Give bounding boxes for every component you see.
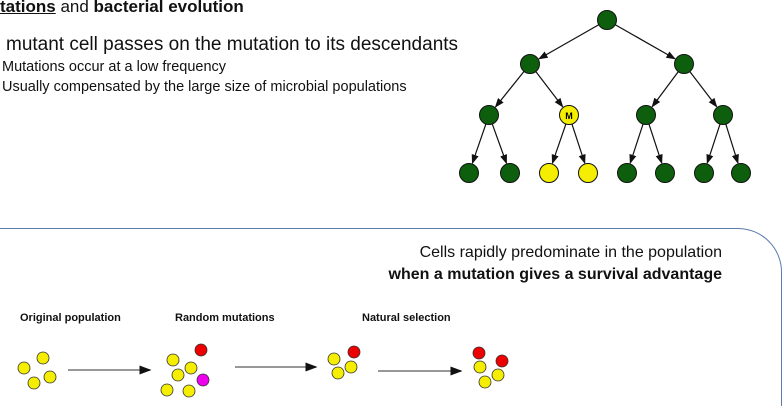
cell [344, 360, 358, 374]
selection-diagram [17, 343, 509, 398]
callout-box [0, 228, 782, 406]
mutant-cell [347, 345, 361, 359]
mutant-cell [559, 105, 579, 125]
lineage-arrow [614, 24, 676, 60]
lineage-arrow [491, 123, 507, 165]
mutant-label: M [565, 111, 573, 121]
cell [36, 351, 50, 365]
mutant-cell [194, 343, 208, 357]
main-point: mutant cell passes on the mutation to it… [6, 34, 459, 55]
mutant-cell [578, 163, 598, 183]
lineage-arrow [648, 123, 663, 165]
cell [327, 352, 341, 366]
mutant-cell [539, 163, 559, 183]
mutant-cell [495, 354, 509, 368]
callout-line-1: Cells rapidly predominate in the populat… [419, 244, 722, 261]
label-natural-selection: Natural selection [362, 312, 451, 324]
lineage-arrow [629, 123, 644, 165]
cell [160, 383, 174, 397]
mutant-cell [472, 346, 486, 360]
cell [331, 366, 345, 380]
lineage-arrow [725, 123, 739, 165]
lineage-arrow [538, 24, 600, 60]
cell [459, 163, 479, 183]
title-and: and [55, 0, 94, 16]
cell [500, 163, 520, 183]
bullet-item: Usually compensated by the large size of… [2, 79, 407, 95]
lineage-arrow [535, 71, 564, 108]
lineage-arrow [706, 123, 721, 165]
lineage-arrow [494, 71, 525, 108]
lineage-arrow [651, 71, 679, 108]
cell [674, 54, 694, 74]
label-random-mutations: Random mutations [175, 312, 275, 324]
lineage-arrow [571, 123, 586, 165]
cell [182, 384, 196, 398]
cell [17, 361, 31, 375]
cell [166, 353, 180, 367]
cell [184, 361, 198, 375]
cell [597, 10, 617, 30]
bullet-item: Mutations occur at a low frequency [2, 59, 227, 75]
lineage-arrow [689, 71, 718, 108]
cell [171, 368, 185, 382]
cell [473, 360, 487, 374]
cell [478, 375, 492, 389]
title-bold: bacterial evolution [93, 0, 244, 16]
label-original-population: Original population [20, 312, 121, 324]
cell [636, 105, 656, 125]
slide-title: tations and bacterial evolution [0, 0, 244, 17]
cell [491, 368, 505, 382]
cell [731, 163, 751, 183]
cell [43, 370, 57, 384]
mutant-cell [196, 373, 210, 387]
cell [617, 163, 637, 183]
cell [713, 105, 733, 125]
cell [479, 105, 499, 125]
cell [27, 376, 41, 390]
lineage-arrow [471, 123, 487, 165]
callout-line-2: when a mutation gives a survival advanta… [388, 266, 722, 283]
cell [694, 163, 714, 183]
lineage-arrow [551, 123, 567, 165]
cell [520, 54, 540, 74]
title-underlined: tations [0, 0, 56, 16]
cell [655, 163, 675, 183]
lineage-tree [459, 10, 751, 183]
